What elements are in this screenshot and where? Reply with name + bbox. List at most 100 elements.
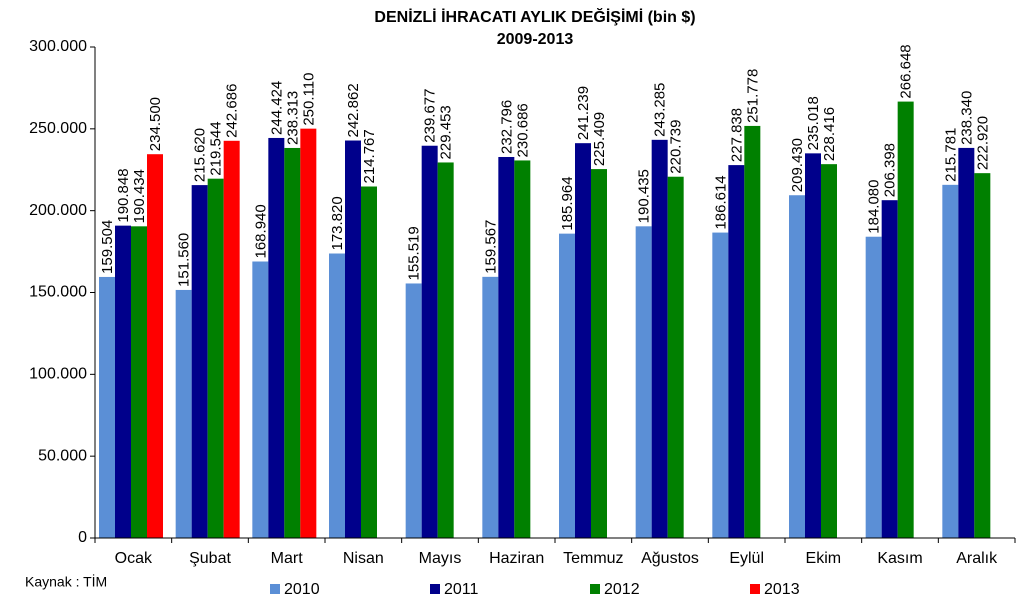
value-label: 214.767: [361, 129, 378, 183]
x-tick-label: Şubat: [189, 550, 231, 567]
value-label: 242.686: [224, 84, 241, 138]
bar: [437, 162, 454, 539]
bar: [498, 156, 515, 538]
bar: [667, 176, 684, 539]
value-label: 155.519: [406, 226, 423, 280]
x-tick-label: Mart: [271, 550, 304, 567]
value-label: 266.648: [898, 44, 915, 98]
bar: [284, 147, 301, 538]
bar: [207, 178, 224, 538]
bar: [744, 125, 761, 538]
value-label: 229.453: [438, 105, 455, 159]
value-label: 251.778: [744, 69, 761, 123]
value-label: 215.620: [192, 128, 209, 182]
bar: [974, 173, 991, 538]
bar: [942, 184, 959, 538]
bar: [223, 140, 240, 539]
bar: [897, 101, 914, 538]
chart-title: DENİZLİ İHRACATI AYLIK DEĞİŞİMİ (bin $): [374, 7, 695, 26]
legend-label: 2012: [604, 581, 640, 598]
y-tick-label: 300.000: [29, 38, 87, 55]
value-label: 215.781: [942, 128, 959, 182]
value-label: 244.424: [268, 81, 285, 135]
bar: [514, 160, 531, 538]
bar: [345, 140, 361, 538]
bar: [421, 145, 438, 538]
bar: [115, 225, 131, 538]
bar: [958, 147, 975, 538]
value-label: 242.862: [345, 83, 362, 137]
x-tick-label: Aralık: [956, 550, 998, 567]
value-label: 238.313: [284, 91, 301, 145]
value-label: 228.416: [821, 107, 838, 161]
value-label: 159.504: [99, 220, 116, 274]
bar: [865, 236, 882, 538]
value-label: 250.110: [300, 73, 317, 126]
x-tick-label: Kasım: [877, 550, 922, 567]
bar: [789, 195, 805, 538]
bar: [131, 226, 147, 539]
bar: [191, 185, 208, 538]
bar: [147, 154, 163, 538]
x-tick-label: Ocak: [115, 550, 153, 567]
legend-swatch: [270, 584, 280, 594]
bar: [651, 139, 668, 538]
legend-swatch: [590, 584, 600, 594]
legend-swatch: [750, 584, 760, 594]
bar: [329, 253, 345, 539]
y-tick-label: 200.000: [29, 202, 87, 219]
value-label: 151.560: [176, 233, 193, 287]
source-note: Kaynak : TİM: [25, 573, 107, 590]
legend-label: 2013: [764, 581, 800, 598]
x-tick-label: Haziran: [489, 550, 544, 567]
value-label: 230.686: [514, 103, 531, 157]
legend-label: 2011: [444, 581, 479, 598]
value-label: 190.434: [131, 169, 148, 223]
bar: [712, 232, 729, 539]
y-tick-label: 0: [78, 529, 87, 546]
bar: [559, 233, 575, 538]
value-label: 168.940: [252, 204, 269, 258]
legend-label: 2010: [284, 581, 320, 598]
value-label: 232.796: [498, 100, 515, 154]
x-tick-label: Nisan: [343, 550, 384, 567]
legend-swatch: [430, 584, 440, 594]
value-label: 235.018: [805, 96, 822, 150]
bar: [252, 261, 269, 538]
bar: [821, 164, 837, 538]
value-label: 220.739: [668, 119, 685, 173]
y-tick-label: 50.000: [38, 447, 87, 464]
x-tick-label: Temmuz: [563, 550, 623, 567]
y-tick-label: 250.000: [29, 120, 87, 137]
value-label: 241.239: [575, 86, 592, 140]
x-tick-label: Eylül: [729, 550, 764, 567]
value-label: 190.435: [636, 169, 653, 223]
x-tick-label: Ağustos: [641, 550, 699, 567]
value-label: 184.080: [866, 179, 883, 233]
value-label: 173.820: [329, 196, 346, 250]
x-tick-label: Ekim: [806, 550, 842, 567]
bar: [575, 143, 591, 538]
bar: [482, 276, 499, 538]
value-label: 209.430: [789, 138, 806, 192]
bar: [591, 169, 607, 538]
value-label: 243.285: [652, 83, 669, 137]
bar: [268, 137, 285, 538]
value-label: 238.340: [958, 91, 975, 145]
bar: [635, 226, 652, 538]
value-label: 186.614: [712, 175, 729, 229]
bar: [361, 186, 377, 538]
value-label: 239.677: [422, 88, 439, 142]
y-tick-label: 150.000: [29, 284, 87, 301]
bar: [405, 283, 422, 538]
value-label: 159.567: [482, 220, 499, 274]
value-label: 225.409: [591, 112, 608, 166]
bar: [881, 200, 898, 539]
value-label: 206.398: [882, 143, 899, 197]
bar: [99, 276, 115, 538]
value-label: 190.848: [115, 168, 132, 222]
value-label: 234.500: [147, 97, 164, 151]
bar: [805, 153, 821, 538]
bar: [300, 128, 317, 538]
